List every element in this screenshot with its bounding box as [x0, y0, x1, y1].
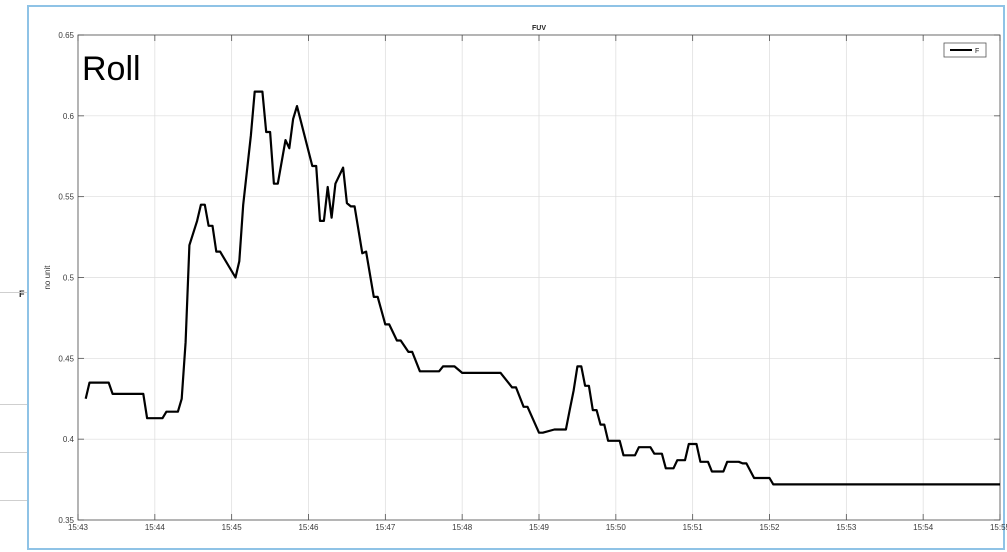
chart-title: FUV	[532, 25, 546, 32]
background-divider	[0, 452, 27, 453]
x-tick-label: 15:47	[375, 523, 396, 532]
y-tick-label: 0.45	[58, 354, 74, 363]
y-tick-label: 0.35	[58, 516, 74, 525]
x-tick-label: 15:52	[759, 523, 780, 532]
x-tick-label: 15:46	[298, 523, 319, 532]
legend: F	[943, 42, 987, 58]
background-divider	[0, 500, 27, 501]
x-tick-label: 15:49	[529, 523, 550, 532]
x-tick-label: 15:43	[68, 523, 89, 532]
x-tick-label: 15:48	[452, 523, 473, 532]
series-line-f	[84, 90, 1000, 486]
grid-lines	[77, 34, 1001, 521]
y-tick-label: 0.4	[63, 435, 75, 444]
x-tick-label: 15:51	[683, 523, 704, 532]
tick-labels: 15:43 15:44 15:45 15:46 15:47 15:48 15:49 15:50…	[58, 31, 1007, 532]
x-tick-label: 15:44	[145, 523, 166, 532]
x-tick-label: 15:55	[990, 523, 1007, 532]
x-tick-label: 15:50	[606, 523, 627, 532]
y-axis-label: no unit	[43, 265, 52, 290]
x-tick-label: 15:54	[913, 523, 934, 532]
y-tick-label: 0.65	[58, 31, 74, 40]
y-tick-label: 0.5	[63, 274, 75, 283]
background-divider	[0, 404, 27, 405]
background-divider	[0, 292, 27, 293]
x-tick-label: 15:53	[836, 523, 857, 532]
legend-label-f: F	[975, 48, 979, 55]
axis-ticks	[77, 34, 1001, 521]
background-window-label: F	[19, 289, 25, 299]
y-tick-label: 0.6	[63, 112, 75, 121]
y-tick-label: 0.55	[58, 193, 74, 202]
overlay-roll-label: Roll	[82, 50, 141, 88]
x-tick-label: 15:45	[222, 523, 243, 532]
